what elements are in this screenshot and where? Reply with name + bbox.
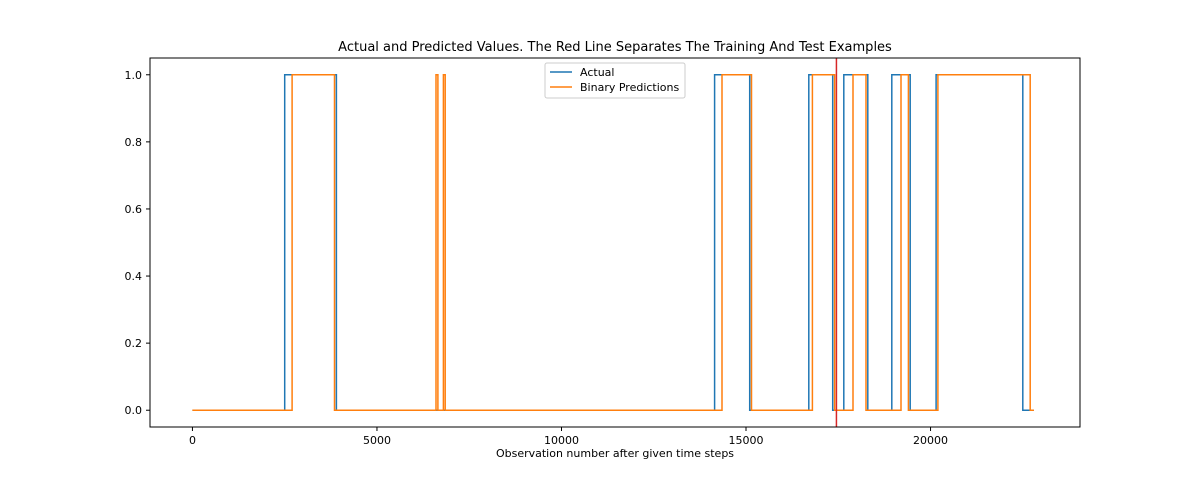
series-line-binary-predictions [192,74,1034,411]
legend: Actual Binary Predictions [544,62,686,99]
legend-label-binary-predictions: Binary Predictions [580,81,679,94]
chart-title: Actual and Predicted Values. The Red Lin… [338,40,892,55]
y-tick-label: 0.8 [125,136,143,149]
x-tick-label: 20000 [913,434,948,447]
x-axis-label: Observation number after given time step… [496,447,734,460]
y-tick-label: 0.6 [125,203,143,216]
y-tick-label: 0.4 [125,270,143,283]
x-tick-label: 5000 [363,434,391,447]
series-layer [192,74,1034,411]
y-tick-label: 1.0 [125,69,143,82]
axes-frame [149,57,1081,428]
y-ticks: 0.0 0.2 0.4 0.6 0.8 1.0 [125,69,150,417]
legend-label-actual: Actual [580,66,614,79]
x-ticks: 0 5000 10000 15000 20000 [189,427,948,447]
legend-box [544,62,686,99]
x-tick-label: 15000 [729,434,764,447]
x-tick-label: 10000 [544,434,579,447]
y-tick-label: 0.0 [125,404,143,417]
y-tick-label: 0.2 [125,337,143,350]
x-tick-label: 0 [189,434,196,447]
